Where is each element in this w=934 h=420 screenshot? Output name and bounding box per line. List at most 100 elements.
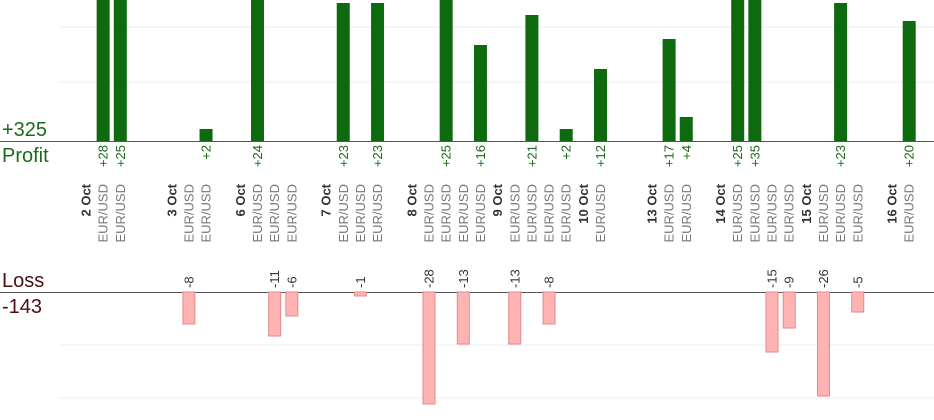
pair-label: EUR/USD	[473, 184, 488, 243]
profit-value-label: +2	[199, 145, 214, 160]
date-label: 6 Oct	[233, 183, 248, 216]
date-label: 15 Oct	[799, 183, 814, 223]
loss-bar	[285, 291, 299, 317]
pair-label: EUR/USD	[833, 184, 848, 243]
pair-label: EUR/USD	[782, 184, 797, 243]
loss-value-label: -11	[267, 270, 282, 288]
loss-bar	[268, 291, 282, 337]
profit-value-label: +12	[593, 145, 608, 167]
loss-value-label: -5	[850, 276, 865, 288]
profit-bar	[473, 45, 487, 141]
pair-label: EUR/USD	[456, 184, 471, 243]
profit-bar	[199, 129, 213, 141]
pair-label: EUR/USD	[370, 184, 385, 243]
pair-label: EUR/USD	[902, 184, 917, 243]
pair-label: EUR/USD	[542, 184, 557, 243]
loss-value-label: -8	[181, 276, 196, 288]
profit-value-label: +23	[336, 145, 351, 167]
loss-label: Loss	[2, 270, 45, 292]
profit-value-label: +21	[524, 145, 539, 167]
loss-bar	[851, 291, 865, 313]
loss-bar	[782, 291, 796, 329]
loss-bar	[422, 291, 436, 405]
pair-label: EUR/USD	[422, 184, 437, 243]
profit-value-label: +16	[473, 145, 488, 167]
profit-label: Profit	[2, 145, 49, 167]
date-label: 2 Oct	[79, 183, 94, 216]
profit-bar	[251, 0, 264, 141]
pair-label: EUR/USD	[250, 184, 265, 243]
date-label: 8 Oct	[404, 183, 419, 216]
profit-bar	[902, 21, 916, 141]
profit-value-label: +25	[113, 145, 128, 167]
profit-value-label: +35	[747, 145, 762, 167]
loss-value-label: -26	[816, 269, 831, 288]
loss-bar	[542, 291, 556, 325]
date-label: 7 Oct	[319, 183, 334, 216]
pair-label: EUR/USD	[507, 184, 522, 243]
date-label: 9 Oct	[490, 183, 505, 216]
profit-total: +325	[2, 119, 48, 141]
pair-label: EUR/USD	[524, 184, 539, 243]
pair-label: EUR/USD	[181, 184, 196, 243]
profit-bar	[371, 3, 385, 141]
profit-bar	[113, 0, 127, 141]
profit-bar	[336, 3, 350, 141]
profit-value-label: +17	[662, 145, 677, 167]
loss-value-label: -8	[542, 276, 557, 288]
pair-label: EUR/USD	[816, 184, 831, 243]
pair-label: EUR/USD	[267, 184, 282, 243]
profit-bar	[731, 0, 745, 141]
pair-label: EUR/USD	[679, 184, 694, 243]
profit-value-label: +20	[902, 145, 917, 167]
profit-value-label: +25	[439, 145, 454, 167]
pair-label: EUR/USD	[559, 184, 574, 243]
date-label: 13 Oct	[644, 183, 659, 223]
pair-label: EUR/USD	[850, 184, 865, 243]
profit-value-label: +25	[730, 145, 745, 167]
pair-label: EUR/USD	[284, 184, 299, 243]
profit-bar	[834, 3, 848, 141]
date-label: 14 Oct	[713, 183, 728, 223]
pair-label: EUR/USD	[353, 184, 368, 243]
loss-bar	[508, 291, 522, 345]
loss-bar	[353, 291, 367, 297]
date-label: 16 Oct	[885, 183, 900, 223]
pair-label: EUR/USD	[113, 184, 128, 243]
loss-value-label: -6	[284, 276, 299, 288]
pair-label: EUR/USD	[662, 184, 677, 243]
profit-value-label: +23	[370, 145, 385, 167]
profit-bar	[525, 15, 539, 141]
profit-bar	[748, 0, 762, 141]
profit-value-label: +23	[833, 145, 848, 167]
loss-bar	[456, 291, 470, 345]
loss-value-label: -13	[456, 269, 471, 288]
pair-label: EUR/USD	[730, 184, 745, 243]
profit-bar	[96, 0, 110, 141]
profit-bar	[679, 117, 693, 141]
pair-label: EUR/USD	[439, 184, 454, 243]
pair-label: EUR/USD	[199, 184, 214, 243]
profit-value-label: +2	[559, 145, 574, 160]
loss-value-label: -28	[422, 269, 437, 288]
loss-bar	[182, 291, 196, 325]
loss-value-label: -13	[507, 269, 522, 288]
loss-bar	[765, 291, 779, 353]
profit-value-label: +4	[679, 145, 694, 160]
loss-value-label: -9	[782, 276, 797, 288]
pair-label: EUR/USD	[765, 184, 780, 243]
profit-value-label: +28	[96, 145, 111, 167]
pair-label: EUR/USD	[96, 184, 111, 243]
loss-bar	[816, 291, 830, 397]
date-label: 3 Oct	[164, 183, 179, 216]
profit-value-label: +24	[250, 145, 265, 167]
loss-total: -143	[2, 296, 43, 318]
loss-value-label: -15	[765, 269, 780, 288]
profit-bar	[559, 129, 573, 141]
profit-bar	[439, 0, 453, 141]
profit-bar	[662, 39, 676, 141]
loss-value-label: -1	[353, 276, 368, 288]
pair-label: EUR/USD	[336, 184, 351, 243]
pair-label: EUR/USD	[747, 184, 762, 243]
